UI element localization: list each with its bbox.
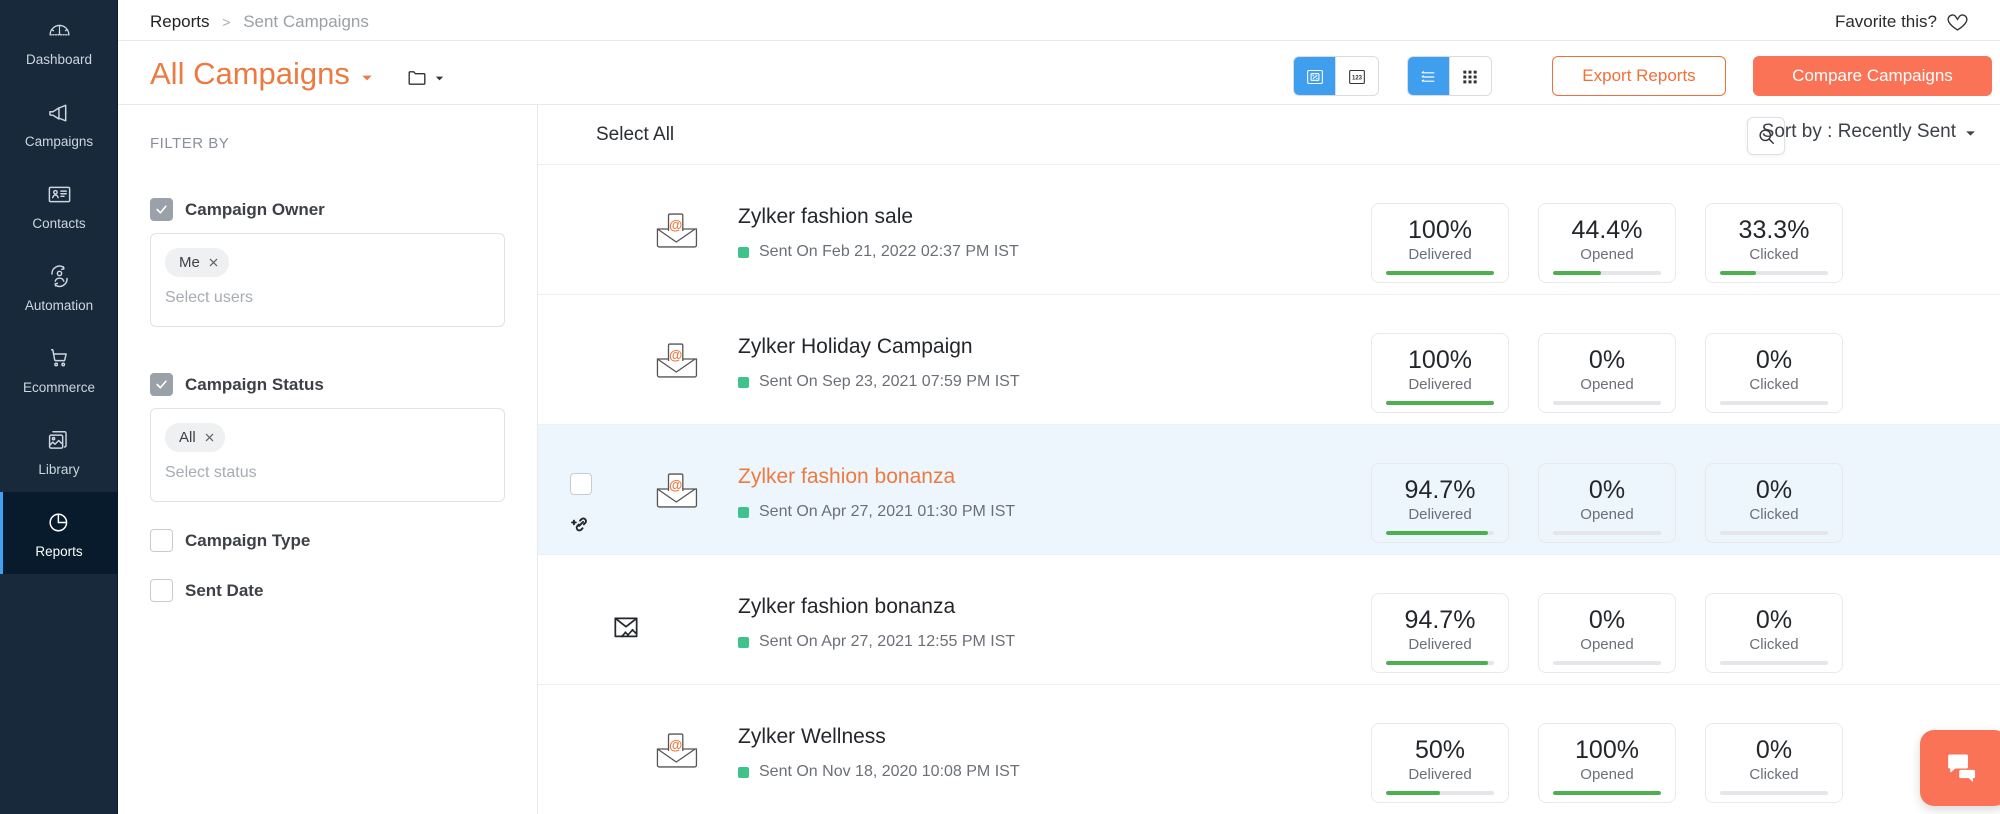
svg-text:123: 123 bbox=[1352, 75, 1363, 81]
